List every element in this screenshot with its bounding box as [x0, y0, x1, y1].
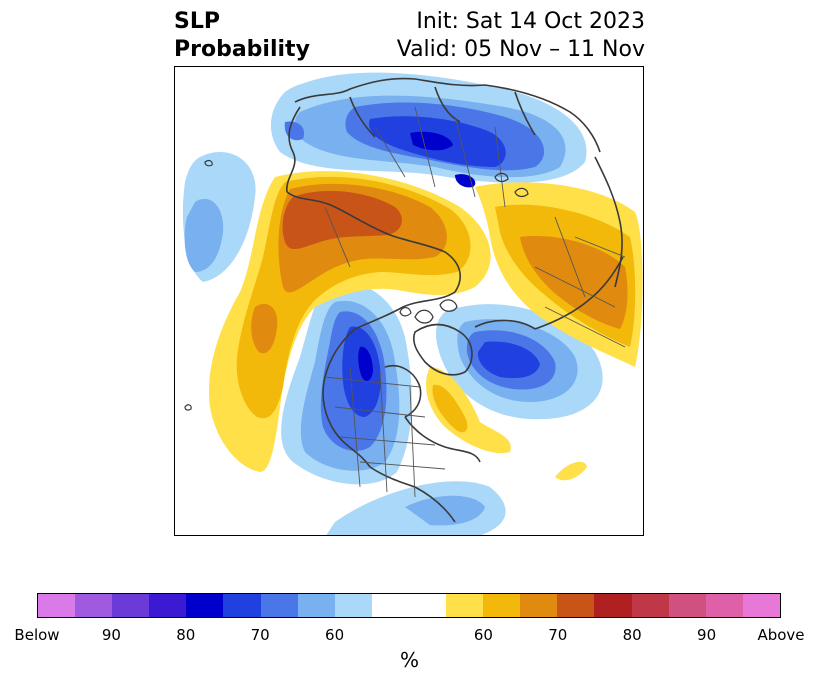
- above-normal-dark-region: [282, 190, 402, 250]
- colorbar-swatch-2: [112, 594, 150, 617]
- below-normal-deep-region: [358, 131, 476, 382]
- valid-range: Valid: 05 Nov – 11 Nov: [396, 37, 645, 62]
- map-title: SLP Probability: [174, 8, 310, 64]
- colorbar-units: %: [399, 648, 419, 672]
- country-borders: [324, 106, 626, 498]
- colorbar-swatch-4: [186, 594, 224, 617]
- colorbar-tick-label: 90: [697, 626, 717, 644]
- title-variable: SLP: [174, 9, 220, 34]
- colorbar-tick-label: 70: [548, 626, 568, 644]
- colorbar-swatch-9: [371, 594, 409, 617]
- forecast-dates: Init: Sat 14 Oct 2023 Valid: 05 Nov – 11…: [397, 8, 645, 64]
- colorbar-swatch-14: [557, 594, 595, 617]
- islands: [184, 159, 529, 411]
- probability-map: [182, 72, 643, 535]
- colorbar-swatch-6: [260, 594, 298, 617]
- colorbar-tick-label: 80: [622, 626, 642, 644]
- colorbar-tick-label: 60: [325, 626, 345, 644]
- colorbar-swatch-0: [38, 594, 76, 617]
- title-product: Probability: [174, 37, 310, 62]
- colorbar-tick-label: 70: [250, 626, 270, 644]
- colorbar-swatch-11: [446, 594, 484, 617]
- colorbar-swatch-13: [520, 594, 558, 617]
- colorbar-swatch-1: [75, 594, 113, 617]
- colorbar-tick-label: Above: [757, 626, 805, 644]
- colorbar-tick-label: 80: [176, 626, 196, 644]
- colorbar-swatch-15: [594, 594, 632, 617]
- colorbar-swatch-5: [223, 594, 261, 617]
- colorbar-swatch-17: [668, 594, 706, 617]
- colorbar-swatch-10: [408, 594, 447, 617]
- colorbar-tick-label: 90: [101, 626, 121, 644]
- coastlines: [286, 77, 624, 523]
- colorbar-swatch-18: [705, 594, 743, 617]
- colorbar-swatch-7: [297, 594, 335, 617]
- colorbar-swatch-8: [334, 594, 372, 617]
- map-panel: [174, 66, 644, 536]
- init-date: Init: Sat 14 Oct 2023: [416, 9, 645, 34]
- colorbar-swatch-12: [483, 594, 521, 617]
- probability-colorbar: [37, 593, 781, 618]
- colorbar-swatch-19: [742, 594, 780, 617]
- colorbar-swatch-16: [631, 594, 669, 617]
- colorbar-tick-label: Below: [14, 626, 60, 644]
- colorbar-swatch-3: [149, 594, 187, 617]
- colorbar-tick-labels: Below 90 80 70 60 60 70 80 90 Above: [14, 626, 804, 646]
- colorbar-tick-label: 60: [473, 626, 493, 644]
